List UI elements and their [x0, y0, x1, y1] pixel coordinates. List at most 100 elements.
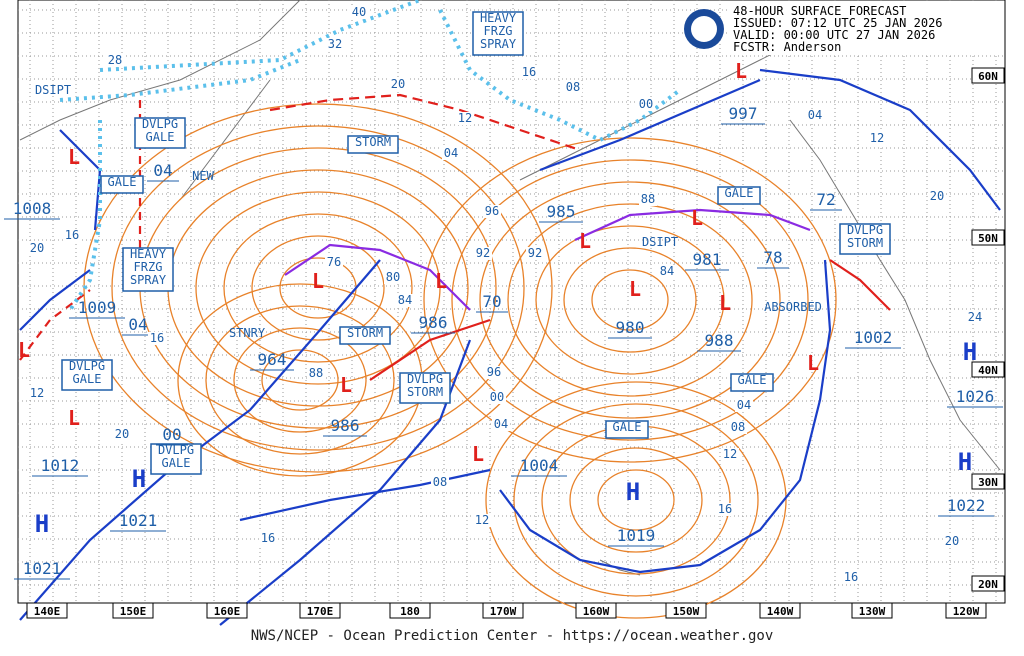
isobar-label: 00	[490, 390, 504, 404]
isobar-label: 12	[723, 447, 737, 461]
pressure-value: 1008	[13, 199, 52, 218]
low-symbol: L	[629, 277, 641, 301]
isobar	[485, 381, 787, 619]
isobar-label-bg	[483, 205, 501, 218]
isobar	[591, 269, 669, 331]
low-symbol: L	[18, 338, 30, 362]
low-symbol: L	[312, 269, 324, 293]
isobar-label: 88	[309, 366, 323, 380]
isobar-label-bg	[442, 147, 460, 160]
isobar-label: 16	[65, 228, 79, 242]
warning-box	[347, 135, 399, 154]
warning-label: DVLPG	[142, 117, 178, 131]
isobar-label-bg	[868, 132, 886, 145]
noaa-logo	[684, 9, 724, 49]
isobar	[205, 305, 395, 455]
isobar	[597, 469, 675, 531]
isobar-label-bg	[456, 112, 474, 125]
pressure-value: 00	[162, 425, 181, 444]
isobar-label: 12	[870, 131, 884, 145]
warning-label: FRZG	[134, 260, 163, 274]
warning-label: GALE	[73, 372, 102, 386]
warning-label: DVLPG	[407, 372, 443, 386]
isobar-label: 84	[660, 264, 674, 278]
longitude-label: 140E	[34, 605, 61, 618]
isobar-label-bg	[28, 242, 46, 255]
warning-box	[100, 175, 144, 194]
low-symbol: L	[719, 291, 731, 315]
pressure-value: 1021	[119, 511, 158, 530]
map-frame	[17, 0, 1006, 604]
isobar-label-bg	[148, 332, 166, 345]
isobar-label-bg	[658, 265, 676, 278]
isobar-label-bg	[259, 532, 277, 545]
warning-label: GALE	[725, 186, 754, 200]
pressure-value: 986	[419, 313, 448, 332]
longitude-box	[945, 602, 987, 619]
warning-label: GALE	[738, 373, 767, 387]
status-note: STNRY	[229, 326, 266, 340]
warning-label: FRZG	[484, 24, 513, 38]
warning-label: DVLPG	[158, 443, 194, 457]
isobar-label-bg	[806, 109, 824, 122]
longitude-label: 140W	[767, 605, 794, 618]
isobar	[479, 181, 781, 419]
latitude-box	[971, 229, 1005, 246]
warning-label: SPRAY	[130, 273, 167, 287]
high-symbol: H	[958, 448, 972, 476]
warning-box	[717, 186, 761, 205]
status-note: DSIPT	[642, 235, 678, 249]
isobar	[451, 159, 809, 441]
pressure-value: 964	[258, 350, 287, 369]
low-symbol: L	[472, 442, 484, 466]
low-symbol: L	[68, 145, 80, 169]
longitude-label: 180	[400, 605, 420, 618]
warning-box	[399, 372, 451, 404]
warning-label: STORM	[347, 326, 383, 340]
isobar-label-bg	[966, 311, 984, 324]
latitude-label: 30N	[978, 476, 998, 489]
isobar-label-bg	[488, 391, 506, 404]
latitude-label: 40N	[978, 364, 998, 377]
isobar	[233, 327, 367, 433]
isobar-label: 16	[844, 570, 858, 584]
low-symbol: L	[579, 229, 591, 253]
warning-label: GALE	[108, 175, 137, 189]
isobar-label-bg	[474, 247, 492, 260]
header-line: FCSTR: Anderson	[733, 40, 841, 54]
isobar-label: 04	[494, 417, 508, 431]
low-symbol: L	[735, 59, 747, 83]
isobar	[111, 125, 525, 451]
isobar-label-bg	[492, 418, 510, 431]
longitude-box	[299, 602, 341, 619]
isobar-label: 76	[327, 255, 341, 269]
pressure-value: 78	[763, 248, 782, 267]
warning-label: HEAVY	[480, 11, 517, 25]
latitude-label: 50N	[978, 232, 998, 245]
low-symbol: L	[435, 269, 447, 293]
longitude-label: 120W	[953, 605, 980, 618]
isobar-label: 20	[930, 189, 944, 203]
warning-box	[150, 443, 202, 475]
latitude-box	[971, 473, 1005, 490]
isobar-label-bg	[639, 193, 657, 206]
isobar-label: 92	[476, 246, 490, 260]
warning-box	[605, 420, 649, 439]
pressure-value: 986	[331, 416, 360, 435]
pressure-value: 04	[153, 161, 172, 180]
isobar-label-bg	[106, 54, 124, 67]
status-note: NEW	[192, 169, 214, 183]
warning-label: SPRAY	[480, 37, 517, 51]
isobar-label: 08	[731, 420, 745, 434]
isobar-label-bg	[716, 503, 734, 516]
isobar-label-bg	[735, 399, 753, 412]
isobar-label-bg	[564, 81, 582, 94]
isobar-label: 88	[641, 192, 655, 206]
isobar-label: 04	[737, 398, 751, 412]
isobar	[535, 225, 725, 375]
isobar-label-bg	[520, 66, 538, 79]
longitude-label: 170W	[490, 605, 517, 618]
isobar-label: 92	[528, 246, 542, 260]
